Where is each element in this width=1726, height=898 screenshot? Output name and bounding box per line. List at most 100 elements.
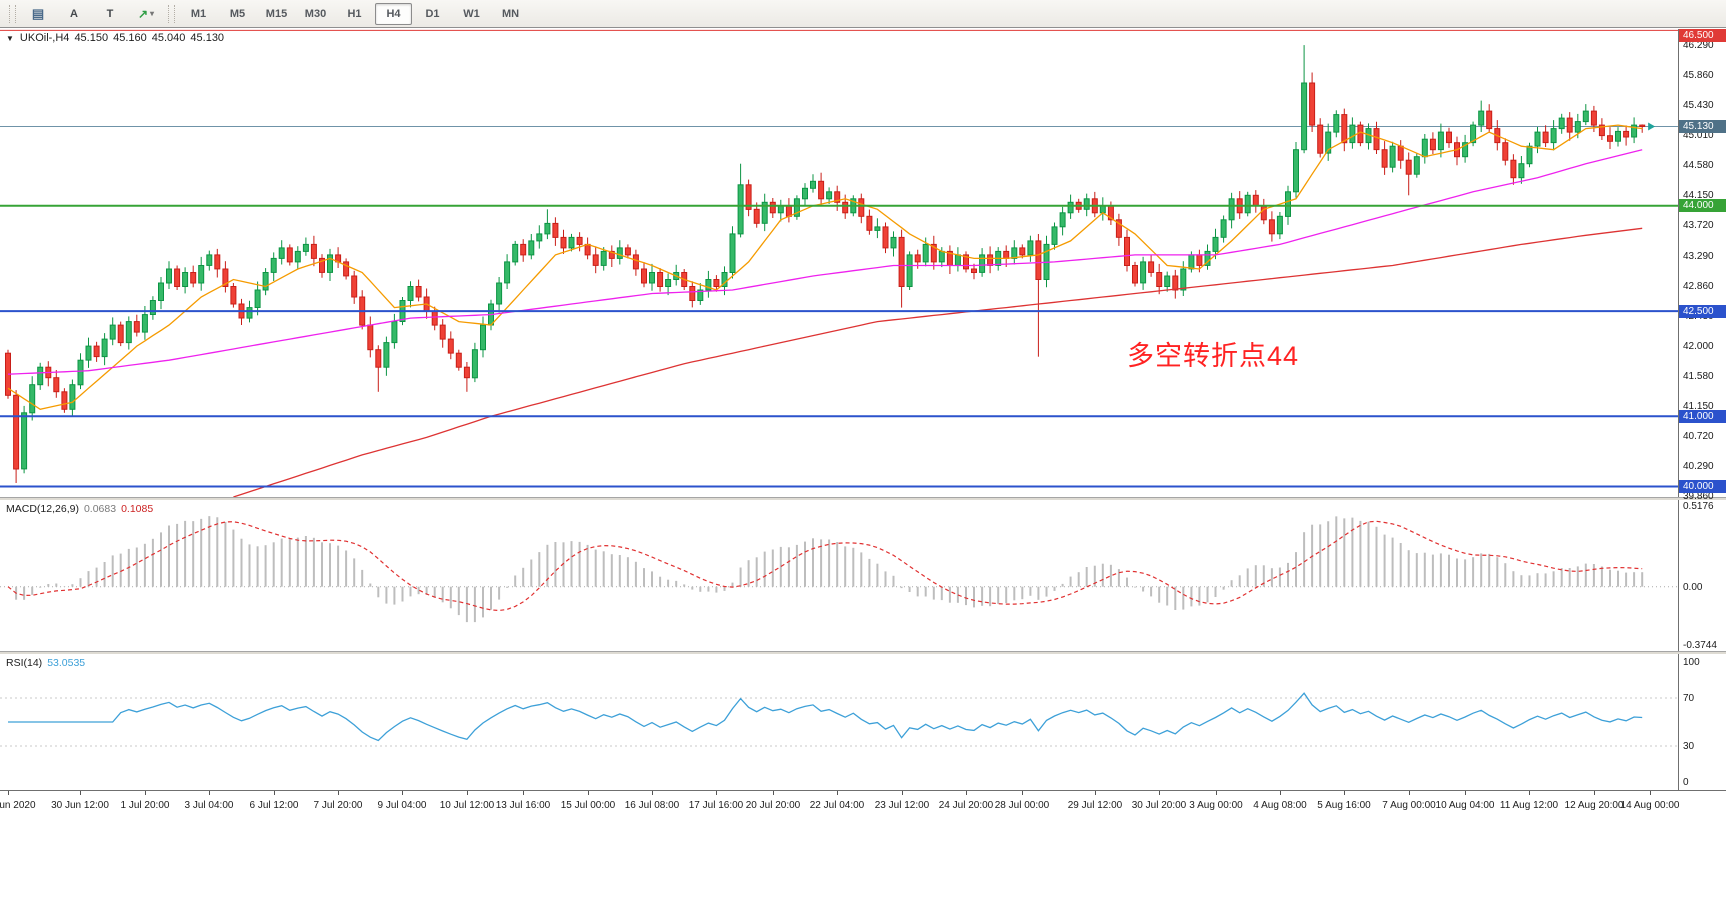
toolbar-grip[interactable] <box>168 4 175 23</box>
rsi-tick-label: 100 <box>1683 657 1700 668</box>
candle <box>1027 235 1034 262</box>
candle <box>367 316 374 358</box>
timeframe-button-m15[interactable]: M15 <box>265 7 288 20</box>
candle <box>1325 123 1332 161</box>
time-tick <box>588 791 589 795</box>
ohlc-open: 45.150 <box>74 32 109 44</box>
toolbar-grip[interactable] <box>9 4 16 23</box>
candle <box>971 263 977 280</box>
symbol-period-label: UKOil-,H4 <box>19 32 70 44</box>
symbol-marker-icon: ▼ <box>6 33 14 43</box>
candle <box>858 193 865 224</box>
candle <box>761 193 768 232</box>
candle <box>504 254 511 289</box>
time-tick <box>1529 791 1530 795</box>
price-scale[interactable]: 46.290 45.860 45.430 45.010 44.580 44.150 43.7… <box>1678 29 1726 502</box>
timeframe-button-w1[interactable]: W1 <box>463 7 480 20</box>
candle <box>1156 263 1163 295</box>
timeframe-button-h4[interactable]: H4 <box>375 2 412 25</box>
candle <box>737 163 744 238</box>
candle <box>665 273 672 296</box>
candle <box>1099 197 1106 221</box>
candle <box>1172 269 1179 299</box>
timeframe-button-d1[interactable]: D1 <box>425 7 440 20</box>
timeframe-button-mn[interactable]: MN <box>501 7 520 20</box>
candle <box>1349 117 1356 149</box>
candle <box>802 183 808 206</box>
candle <box>359 290 366 330</box>
text-tool-button[interactable]: T <box>106 7 114 20</box>
macd-signal-line <box>7 520 1643 612</box>
candle <box>729 226 736 279</box>
timeframe-button-h1[interactable]: H1 <box>347 7 362 20</box>
timeframe-button-m5[interactable]: M5 <box>229 7 246 20</box>
candle <box>1631 117 1638 144</box>
time-tick <box>773 791 774 795</box>
time-label: 12 Aug 20:00 <box>1564 800 1624 811</box>
main-chart-panel[interactable]: ▼ UKOil-,H4 45.150 45.160 45.040 45.130 … <box>0 29 1726 502</box>
time-tick <box>1216 791 1217 795</box>
candle <box>818 172 825 207</box>
candle <box>166 261 172 289</box>
candle <box>1550 120 1557 151</box>
candle <box>552 217 559 246</box>
candle <box>657 268 664 292</box>
candle <box>13 390 20 483</box>
candle <box>61 388 68 413</box>
candle <box>1566 112 1573 141</box>
price-tick-label: 41.150 <box>1683 401 1714 412</box>
candle <box>769 198 776 218</box>
time-label: 22 Jul 04:00 <box>809 800 865 811</box>
ohlc-high: 45.160 <box>113 32 147 44</box>
draw-tool-button[interactable]: ↗ ▾ <box>137 6 155 21</box>
price-badge-46.500: 46.500 <box>1679 29 1726 42</box>
moving-average-medium <box>7 149 1643 375</box>
rsi-scale[interactable]: 100 70 30 0 <box>1678 654 1726 790</box>
chart-list-button[interactable]: ▤ <box>31 5 45 21</box>
candle <box>713 275 720 292</box>
price-tick-label: 43.290 <box>1683 251 1714 262</box>
price-tick-label: 42.000 <box>1683 341 1714 352</box>
candle <box>1365 123 1372 150</box>
time-label: 23 Jul 12:00 <box>874 800 930 811</box>
macd-panel[interactable]: MACD(12,26,9) 0.0683 0.1085 0.5176 0.00 -0… <box>0 500 1726 651</box>
macd-chart[interactable] <box>0 500 1678 651</box>
candle <box>1405 152 1412 196</box>
price-badge-42.500: 42.500 <box>1679 305 1726 318</box>
candle <box>1011 240 1018 265</box>
candle <box>777 199 784 222</box>
time-axis[interactable]: 29 Jun 2020 30 Jun 12:00 1 Jul 20:00 3 Jul … <box>0 790 1726 817</box>
candle <box>278 240 285 265</box>
candle <box>930 235 937 270</box>
timeframe-button-m1[interactable]: M1 <box>190 7 207 20</box>
candle <box>190 265 197 288</box>
price-tick-label: 43.720 <box>1683 220 1714 231</box>
timeframe-buttons-group: M1 M5 M15 M30 H1 H4 D1 W1 MN <box>180 2 529 25</box>
candle <box>1607 127 1613 149</box>
rsi-chart[interactable] <box>0 654 1678 790</box>
candle <box>1518 156 1525 184</box>
candle <box>1228 192 1235 229</box>
timeframe-button-m30[interactable]: M30 <box>304 7 327 20</box>
candle <box>616 240 623 265</box>
rsi-name-label: RSI(14) <box>6 657 43 669</box>
time-tick <box>1650 791 1651 795</box>
time-label: 5 Aug 16:00 <box>1317 800 1371 811</box>
time-tick <box>837 791 838 795</box>
arrow-tool-button[interactable]: A <box>70 7 78 20</box>
candle <box>198 256 205 291</box>
candle <box>898 229 905 308</box>
bid-price-badge: 45.130 <box>1679 120 1726 133</box>
candle <box>335 247 342 268</box>
candlestick-chart[interactable] <box>0 29 1678 497</box>
candle <box>29 376 36 421</box>
macd-scale[interactable]: 0.5176 0.00 -0.3744 <box>1678 500 1726 651</box>
time-label: 20 Jul 20:00 <box>745 800 801 811</box>
rsi-panel[interactable]: RSI(14) 53.0535 100 70 30 0 <box>0 654 1726 790</box>
time-tick <box>966 791 967 795</box>
time-tick <box>652 791 653 795</box>
time-label: 9 Jul 04:00 <box>377 800 427 811</box>
candle <box>576 232 583 252</box>
candle <box>592 246 599 274</box>
